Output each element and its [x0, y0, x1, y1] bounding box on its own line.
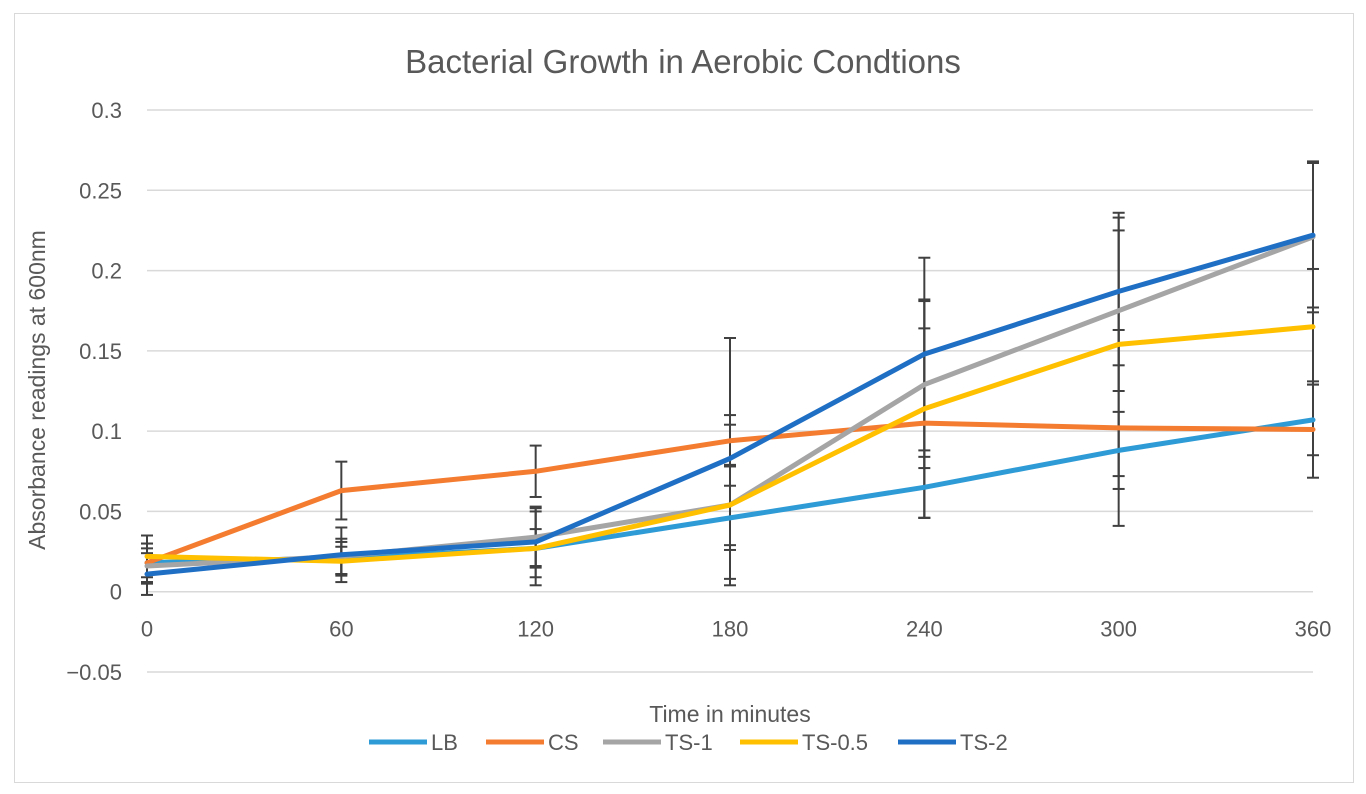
chart-frame: [14, 13, 1354, 783]
y-tick-label: 0: [110, 580, 122, 605]
chart-title: Bacterial Growth in Aerobic Condtions: [405, 43, 961, 80]
legend: LB CS TS-1 TS-0.5 TS-2: [369, 730, 1008, 755]
series-line-cs: [144, 420, 1316, 566]
y-axis-title: Absorbance readings at 600nm: [24, 230, 50, 550]
x-tick-label: 60: [329, 617, 353, 642]
error-bars: [141, 160, 1319, 596]
x-tick-label: 240: [906, 617, 943, 642]
x-tick-label: 360: [1295, 617, 1332, 642]
legend-label: TS-1: [665, 730, 713, 755]
legend-label: CS: [548, 730, 579, 755]
y-tick-label: 0.1: [91, 419, 122, 444]
x-axis-title: Time in minutes: [649, 701, 810, 727]
y-axis-ticks: −0.05 0 0.05 0.1 0.15 0.2 0.25 0.3: [66, 98, 122, 685]
x-axis-ticks: 0 60 120 180 240 300 360: [141, 617, 1331, 642]
x-tick-label: 0: [141, 617, 153, 642]
y-tick-label: −0.05: [66, 660, 122, 685]
legend-label: TS-0.5: [802, 730, 868, 755]
legend-label: TS-2: [960, 730, 1008, 755]
series-lines: [144, 232, 1316, 577]
legend-label: LB: [431, 730, 458, 755]
y-tick-label: 0.3: [91, 98, 122, 123]
y-tick-label: 0.05: [79, 499, 122, 524]
x-tick-label: 180: [712, 617, 749, 642]
series-line-ts-0-5: [144, 324, 1316, 564]
y-tick-label: 0.15: [79, 339, 122, 364]
x-tick-label: 300: [1100, 617, 1137, 642]
y-tick-label: 0.2: [91, 259, 122, 284]
series-line-ts-2: [144, 232, 1316, 577]
x-tick-label: 120: [517, 617, 554, 642]
y-tick-label: 0.25: [79, 178, 122, 203]
